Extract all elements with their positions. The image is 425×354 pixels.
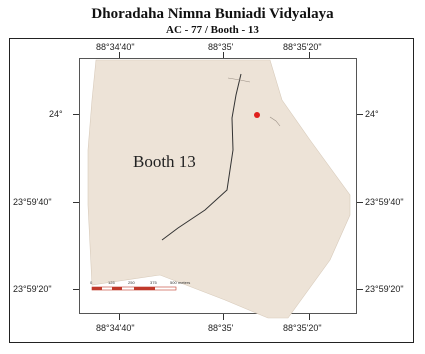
scale-bar-label: 250 <box>128 280 135 285</box>
tick-mark <box>73 202 79 203</box>
latitude-label-left: 24° <box>49 109 63 119</box>
road-segment <box>227 77 251 83</box>
latitude-label-right: 23°59'40" <box>365 197 404 207</box>
scale-bar-unit: meters <box>178 280 190 285</box>
longitude-label-bottom: 88°35' <box>208 323 234 333</box>
map-subtitle: AC - 77 / Booth - 13 <box>166 24 259 36</box>
latitude-label-left: 23°59'40" <box>13 197 52 207</box>
scale-bar-label: 0 <box>90 280 93 285</box>
tick-mark <box>357 202 363 203</box>
tick-mark <box>223 314 224 320</box>
road-segment <box>269 116 281 127</box>
scale-bar-label: 500 <box>170 280 177 285</box>
latitude-label-left: 23°59'20" <box>13 284 52 294</box>
boundary-line <box>161 73 242 241</box>
booth-region <box>87 59 351 319</box>
latitude-label-right: 24° <box>365 109 379 119</box>
longitude-label-bottom: 88°34'40" <box>96 323 135 333</box>
longitude-label-top: 88°35'20" <box>283 42 322 52</box>
scale-bar: 0 125 250 375 500 meters <box>90 280 190 291</box>
tick-mark <box>357 289 363 290</box>
longitude-label-bottom: 88°35'20" <box>283 323 322 333</box>
tick-mark <box>119 52 120 58</box>
longitude-label-top: 88°34'40" <box>96 42 135 52</box>
tick-mark <box>119 314 120 320</box>
longitude-label-top: 88°35' <box>208 42 234 52</box>
tick-mark <box>73 289 79 290</box>
tick-mark <box>357 114 363 115</box>
map-frame <box>9 38 414 343</box>
map-title: Dhoradaha Nimna Buniadi Vidyalaya <box>91 6 334 22</box>
scale-bar-label: 375 <box>150 280 157 285</box>
tick-mark <box>73 114 79 115</box>
tick-mark <box>309 52 310 58</box>
tick-mark <box>309 314 310 320</box>
school-marker <box>254 112 260 118</box>
tick-mark <box>223 52 224 58</box>
latitude-label-right: 23°59'20" <box>365 284 404 294</box>
booth-label: Booth 13 <box>133 152 196 171</box>
scale-bar-label: 125 <box>108 280 115 285</box>
